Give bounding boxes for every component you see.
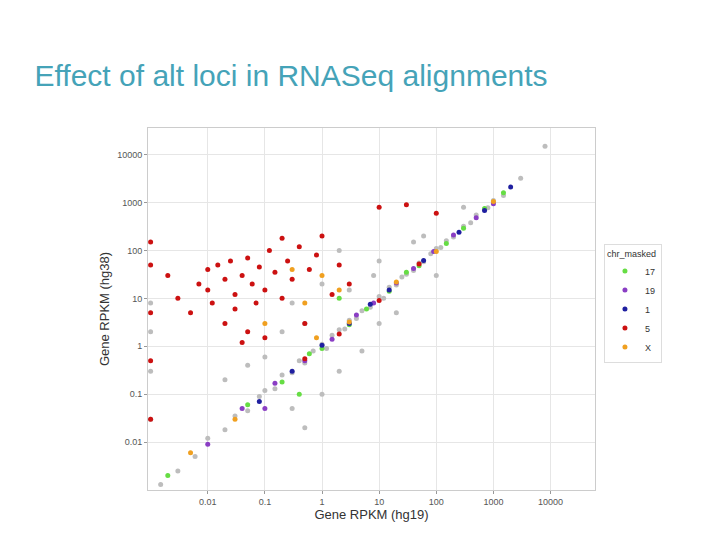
svg-text:1: 1 xyxy=(320,497,325,507)
svg-text:100: 100 xyxy=(429,497,444,507)
svg-text:10: 10 xyxy=(132,294,142,304)
svg-text:10000: 10000 xyxy=(117,150,142,160)
svg-text:1000: 1000 xyxy=(483,497,503,507)
svg-text:0.1: 0.1 xyxy=(130,389,143,399)
svg-text:X: X xyxy=(645,343,651,353)
svg-text:Gene RPKM (hg19): Gene RPKM (hg19) xyxy=(314,507,428,522)
svg-text:1: 1 xyxy=(645,305,650,315)
svg-text:100: 100 xyxy=(127,246,142,256)
svg-text:19: 19 xyxy=(645,286,655,296)
svg-text:10000: 10000 xyxy=(538,497,563,507)
svg-text:5: 5 xyxy=(645,324,650,334)
svg-text:10: 10 xyxy=(374,497,384,507)
svg-text:0.01: 0.01 xyxy=(125,437,143,447)
svg-text:0.1: 0.1 xyxy=(259,497,272,507)
svg-text:chr_masked: chr_masked xyxy=(607,249,656,259)
svg-text:1: 1 xyxy=(137,341,142,351)
svg-text:Gene RPKM (hg38): Gene RPKM (hg38) xyxy=(97,252,112,366)
svg-text:Effect of alt loci in RNASeq a: Effect of alt loci in RNASeq alignments xyxy=(35,59,548,92)
svg-text:17: 17 xyxy=(645,267,655,277)
svg-text:1000: 1000 xyxy=(122,198,142,208)
svg-text:0.01: 0.01 xyxy=(199,497,217,507)
